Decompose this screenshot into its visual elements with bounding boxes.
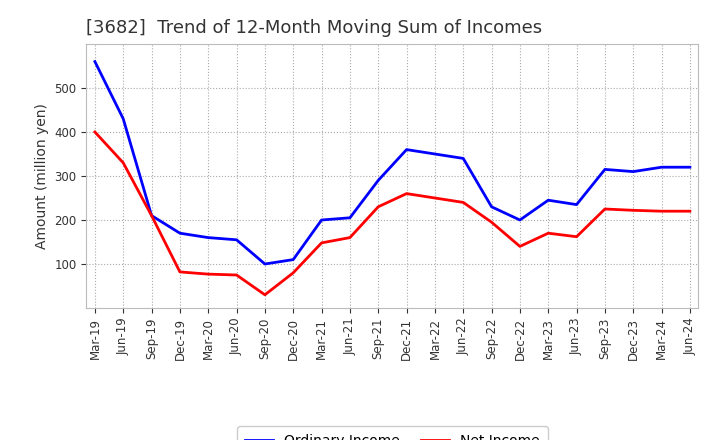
- Legend: Ordinary Income, Net Income: Ordinary Income, Net Income: [237, 426, 548, 440]
- Net Income: [233, 272, 241, 278]
- Ordinary Income: [148, 213, 156, 218]
- Ordinary Income: [657, 165, 666, 170]
- Net Income: [459, 200, 467, 205]
- Ordinary Income: [431, 151, 439, 157]
- Ordinary Income: [176, 231, 184, 236]
- Ordinary Income: [318, 217, 326, 223]
- Ordinary Income: [459, 156, 467, 161]
- Y-axis label: Amount (million yen): Amount (million yen): [35, 103, 49, 249]
- Ordinary Income: [91, 59, 99, 64]
- Ordinary Income: [402, 147, 411, 152]
- Net Income: [148, 213, 156, 218]
- Text: [3682]  Trend of 12-Month Moving Sum of Incomes: [3682] Trend of 12-Month Moving Sum of I…: [86, 19, 543, 37]
- Net Income: [487, 220, 496, 225]
- Net Income: [204, 271, 212, 277]
- Net Income: [600, 206, 609, 212]
- Ordinary Income: [289, 257, 297, 262]
- Net Income: [261, 292, 269, 297]
- Net Income: [629, 208, 637, 213]
- Net Income: [289, 270, 297, 275]
- Net Income: [572, 234, 581, 239]
- Ordinary Income: [204, 235, 212, 240]
- Ordinary Income: [346, 215, 354, 220]
- Ordinary Income: [233, 237, 241, 242]
- Net Income: [176, 269, 184, 275]
- Net Income: [374, 204, 382, 209]
- Net Income: [91, 129, 99, 135]
- Ordinary Income: [544, 198, 552, 203]
- Net Income: [318, 240, 326, 246]
- Net Income: [431, 195, 439, 201]
- Ordinary Income: [374, 178, 382, 183]
- Net Income: [119, 160, 127, 165]
- Ordinary Income: [572, 202, 581, 207]
- Line: Ordinary Income: Ordinary Income: [95, 62, 690, 264]
- Ordinary Income: [487, 204, 496, 209]
- Net Income: [346, 235, 354, 240]
- Ordinary Income: [629, 169, 637, 174]
- Ordinary Income: [119, 116, 127, 121]
- Net Income: [657, 209, 666, 214]
- Ordinary Income: [516, 217, 524, 223]
- Ordinary Income: [685, 165, 694, 170]
- Line: Net Income: Net Income: [95, 132, 690, 295]
- Ordinary Income: [261, 261, 269, 267]
- Ordinary Income: [600, 167, 609, 172]
- Net Income: [516, 244, 524, 249]
- Net Income: [685, 209, 694, 214]
- Net Income: [402, 191, 411, 196]
- Net Income: [544, 231, 552, 236]
